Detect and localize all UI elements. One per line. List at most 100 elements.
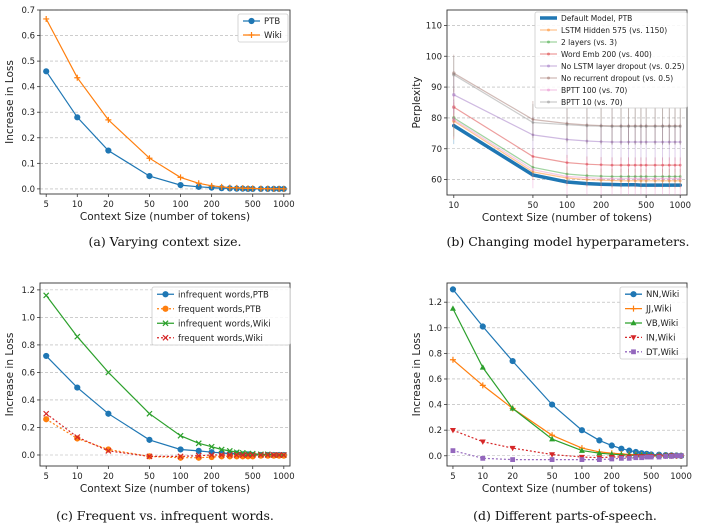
data-point [599,178,603,182]
x-tick-label: 200 [204,200,220,210]
data-point [451,119,456,123]
legend-marker [162,334,169,341]
data-point [74,114,81,121]
data-point [549,452,556,458]
legend-label: Wiki [264,31,282,41]
x-axis-label: Context Size (number of tokens) [482,212,652,224]
y-tick-label: 70 [431,145,442,155]
data-point [639,179,643,183]
data-point [509,405,516,411]
series-line-8 [453,74,681,128]
legend-marker [547,76,550,80]
data-point [548,401,556,408]
legend-marker [547,40,550,44]
axes-frame [446,282,688,467]
series-line-4 [453,106,681,166]
data-point [509,357,516,365]
data-point [633,175,637,178]
legend-label: VB,Wiki [646,319,678,329]
data-point [249,185,256,192]
x-tick-label: 10 [477,472,488,482]
data-point [619,140,623,144]
data-point [146,453,153,460]
data-point [449,427,456,434]
data-point [510,457,516,463]
data-point [673,140,677,144]
data-point [549,457,555,463]
data-point [619,125,623,128]
data-point [451,123,456,128]
series-line-7 [453,118,681,180]
data-point [627,177,630,181]
data-point [619,124,623,128]
data-point [678,140,682,144]
legend-label: Default Model, PTB [561,14,632,23]
data-point [626,455,632,461]
data-point [585,139,589,143]
data-point [618,455,624,461]
y-tick-label: 0.8 [21,341,35,351]
data-point [633,179,637,183]
data-point [531,121,535,124]
x-tick-label: 50 [144,200,155,210]
legend-label: frequent words,PTB [178,305,261,315]
data-point [578,447,585,453]
data-point [177,432,184,439]
data-point [531,165,535,169]
data-point [208,182,215,189]
data-point [257,451,264,459]
data-point [599,182,603,187]
data-point [565,172,569,176]
legend-marker [162,291,169,298]
legend: NN,Wiki JJ,Wiki VB,Wiki IN,Wiki DT,Wiki [619,286,688,360]
data-point [653,175,657,178]
legend: PTB Wiki [237,13,289,43]
data-point [74,434,81,441]
data-point [244,450,252,457]
data-point [249,451,256,459]
legend-marker [630,305,637,312]
legend-box [619,286,688,360]
data-point [531,155,535,158]
data-point [43,15,50,22]
data-point [280,185,287,192]
data-point [451,116,456,120]
data-point [627,140,630,144]
legend-marker [162,305,169,312]
data-point [531,173,535,177]
data-point [105,447,112,454]
data-point [451,117,456,122]
data-point [480,455,486,461]
data-point [678,125,682,128]
data-point [195,180,202,187]
data-point [244,451,252,459]
data-point [195,440,202,447]
data-point [667,163,671,167]
data-point [257,185,264,192]
x-tick-label: 500 [643,472,659,482]
data-point [105,147,112,154]
y-tick-label: 0.1 [21,159,35,169]
data-point [579,457,585,463]
y-tick-label: 80 [431,114,442,124]
data-point [264,451,271,459]
data-point [653,140,657,144]
data-point [239,451,246,459]
data-point [226,184,233,191]
data-point [667,124,671,128]
x-tick-label: 10 [72,200,83,210]
y-tick-label: 0.0 [21,451,35,461]
legend-label: No LSTM layer dropout (vs. 0.25) [561,62,685,71]
legend-marker [248,32,255,38]
series-line-4 [45,413,284,457]
data-point [146,155,153,162]
y-tick-label: 0.4 [428,401,442,411]
data-point [585,174,589,177]
data-point [610,124,614,128]
legend-label: DT,Wiki [646,348,678,358]
data-point [270,451,277,459]
x-tick-label: 200 [604,472,620,482]
data-point [639,140,643,144]
data-point [565,180,569,184]
data-point [639,124,643,128]
